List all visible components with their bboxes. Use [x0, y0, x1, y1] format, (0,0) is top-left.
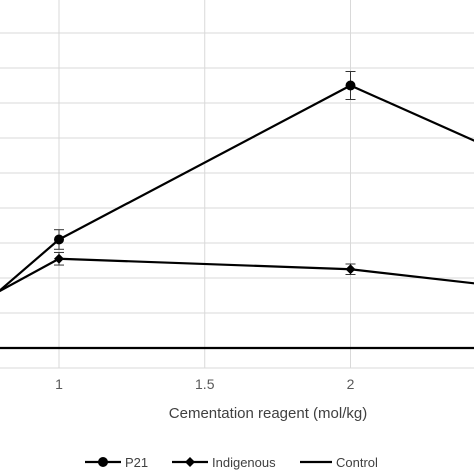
data-point-p21	[345, 80, 356, 91]
data-point-indigenous	[345, 264, 356, 275]
legend-label: P21	[125, 455, 148, 470]
grid-layer	[0, 0, 474, 369]
legend-marker-diamond	[185, 457, 195, 467]
series-line-p21	[0, 84, 474, 292]
series-line-indigenous	[0, 257, 474, 293]
series-layer	[0, 71, 474, 350]
legend-label: Indigenous	[212, 455, 276, 470]
legend: P21 Indigenous Control	[85, 455, 378, 470]
tick-layer: 11.522.533.5	[55, 376, 355, 392]
x-tick-label: 1	[55, 376, 63, 392]
data-point-indigenous	[54, 253, 64, 264]
legend-label: Control	[336, 455, 378, 470]
x-tick-label: 1.5	[195, 376, 215, 392]
data-point-p21	[54, 234, 64, 245]
x-tick-label: 2	[347, 376, 355, 392]
x-axis-title: Cementation reagent (mol/kg)	[169, 405, 367, 422]
legend-marker-circle	[98, 457, 108, 467]
